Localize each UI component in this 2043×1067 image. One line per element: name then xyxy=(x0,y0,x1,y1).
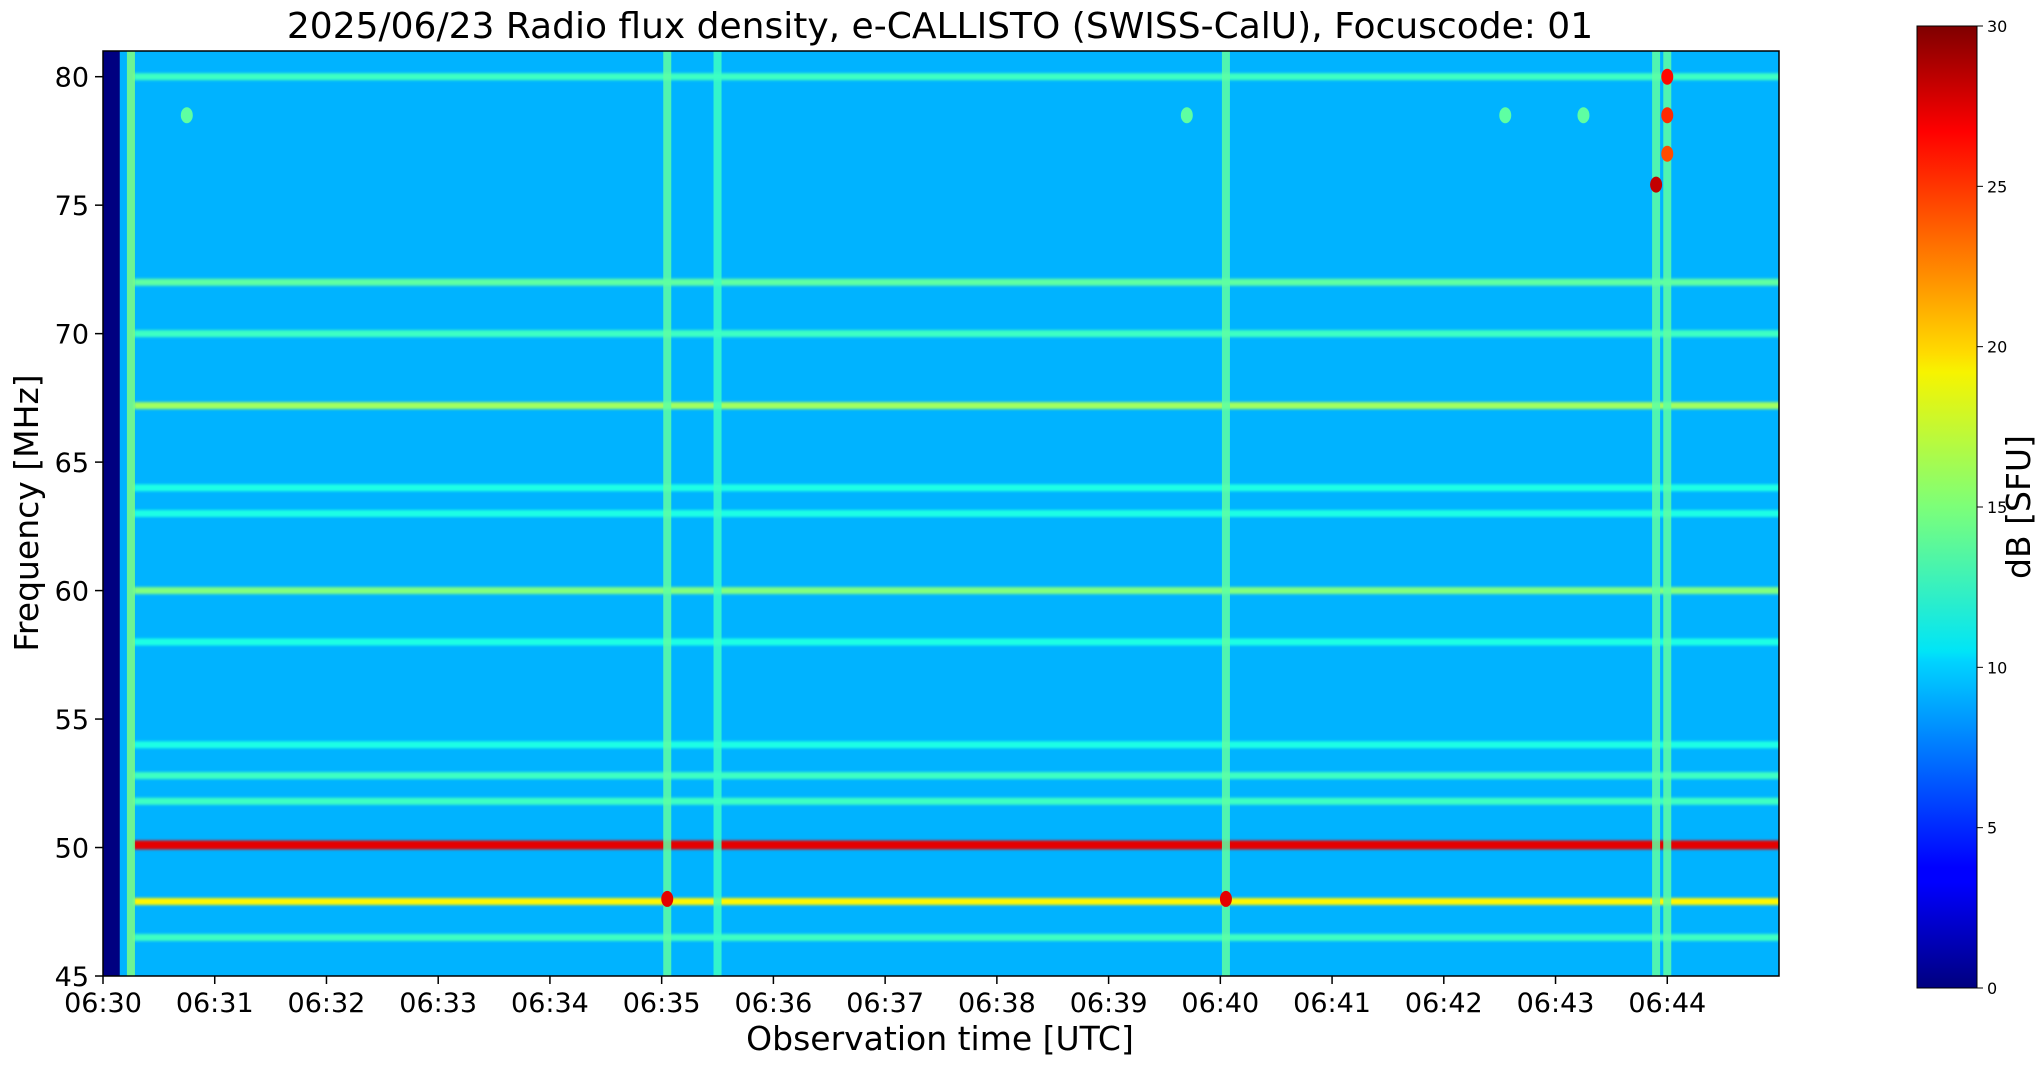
time-feature xyxy=(1652,51,1661,976)
frequency-band xyxy=(133,741,1779,749)
frequency-band xyxy=(133,73,1779,81)
x-tick-label: 06:30 xyxy=(64,988,142,1019)
y-tick-label: 75 xyxy=(55,191,89,222)
frequency-band xyxy=(133,484,1779,492)
hot-spots xyxy=(180,68,1674,907)
time-feature xyxy=(713,51,722,976)
plot-frame xyxy=(102,50,1780,977)
hot-spot xyxy=(1577,107,1590,124)
y-tick-label: 60 xyxy=(55,577,89,608)
x-tick-label: 06:34 xyxy=(511,988,589,1019)
colorbar-tick-label: 30 xyxy=(1987,17,2007,36)
hot-spot xyxy=(1661,107,1674,124)
y-tick-label: 45 xyxy=(55,962,89,993)
x-tick-label: 06:33 xyxy=(399,988,477,1019)
x-axis: 06:30 06:31 06:32 06:33 06:34 06:35 06:36 06:37… xyxy=(64,976,1706,1019)
frequency-band xyxy=(133,638,1779,646)
colorbar-label: dB [SFU] xyxy=(1999,435,2038,579)
colorbar-tick-label: 20 xyxy=(1987,338,2007,357)
colorbar-ticks: 0 5 10 15 20 25 30 xyxy=(1977,17,2007,998)
time-feature xyxy=(1221,51,1230,976)
colorbar-tick-label: 5 xyxy=(1987,819,1997,838)
x-tick-label: 06:39 xyxy=(1070,988,1148,1019)
hot-spot xyxy=(180,107,193,124)
y-axis-label: Frequency [MHz] xyxy=(7,374,46,651)
frequency-band xyxy=(133,933,1779,941)
x-tick-label: 06:41 xyxy=(1293,988,1371,1019)
x-tick-label: 06:40 xyxy=(1181,988,1259,1019)
y-tick-label: 50 xyxy=(55,834,89,865)
hot-spot xyxy=(1650,176,1663,193)
colorbar-tick-label: 0 xyxy=(1987,979,1997,998)
x-tick-label: 06:32 xyxy=(288,988,366,1019)
chart-title: 2025/06/23 Radio flux density, e-CALLIST… xyxy=(287,6,1593,47)
frequency-band xyxy=(133,897,1779,905)
y-tick-label: 70 xyxy=(55,320,89,351)
time-features xyxy=(126,51,1672,976)
frequency-band xyxy=(133,840,1779,850)
colorbar-tick-label: 10 xyxy=(1987,658,2007,677)
x-tick-label: 06:31 xyxy=(176,988,254,1019)
y-tick-label: 80 xyxy=(55,63,89,94)
time-feature xyxy=(1663,51,1672,976)
x-tick-label: 06:43 xyxy=(1517,988,1595,1019)
y-tick-label: 65 xyxy=(55,448,89,479)
no-data-strip xyxy=(103,51,120,976)
frequency-band xyxy=(133,797,1779,805)
y-tick-label: 55 xyxy=(55,705,89,736)
frequency-band xyxy=(133,278,1779,286)
plot-area xyxy=(103,51,1779,976)
x-tick-label: 06:35 xyxy=(623,988,701,1019)
x-tick-label: 06:36 xyxy=(734,988,812,1019)
frequency-band xyxy=(133,772,1779,780)
frequency-band xyxy=(133,587,1779,595)
hot-spot xyxy=(1661,145,1674,162)
colorbar-tick-label: 25 xyxy=(1987,177,2007,196)
frequency-band xyxy=(133,510,1779,517)
colorbar-tick-label: 15 xyxy=(1987,498,2007,517)
frequency-band xyxy=(133,402,1779,410)
time-feature xyxy=(126,51,135,976)
x-tick-label: 06:42 xyxy=(1405,988,1483,1019)
frequency-band xyxy=(133,330,1779,338)
hot-spot xyxy=(1219,890,1232,907)
hot-spot xyxy=(1499,107,1512,124)
x-tick-label: 06:44 xyxy=(1628,988,1706,1019)
hot-spot xyxy=(1661,68,1674,85)
x-tick-label: 06:37 xyxy=(846,988,924,1019)
y-axis: 45 50 55 60 65 70 75 80 xyxy=(55,63,103,993)
frequency-bands xyxy=(133,73,1779,941)
hot-spot xyxy=(1180,107,1193,124)
colorbar-gradient xyxy=(1916,25,1978,989)
colorbar: 0 5 10 15 20 25 30 dB [SFU] xyxy=(1916,17,2038,998)
x-tick-label: 06:38 xyxy=(958,988,1036,1019)
time-feature xyxy=(663,51,672,976)
x-axis-label: Observation time [UTC] xyxy=(746,1019,1134,1058)
hot-spot xyxy=(661,890,674,907)
